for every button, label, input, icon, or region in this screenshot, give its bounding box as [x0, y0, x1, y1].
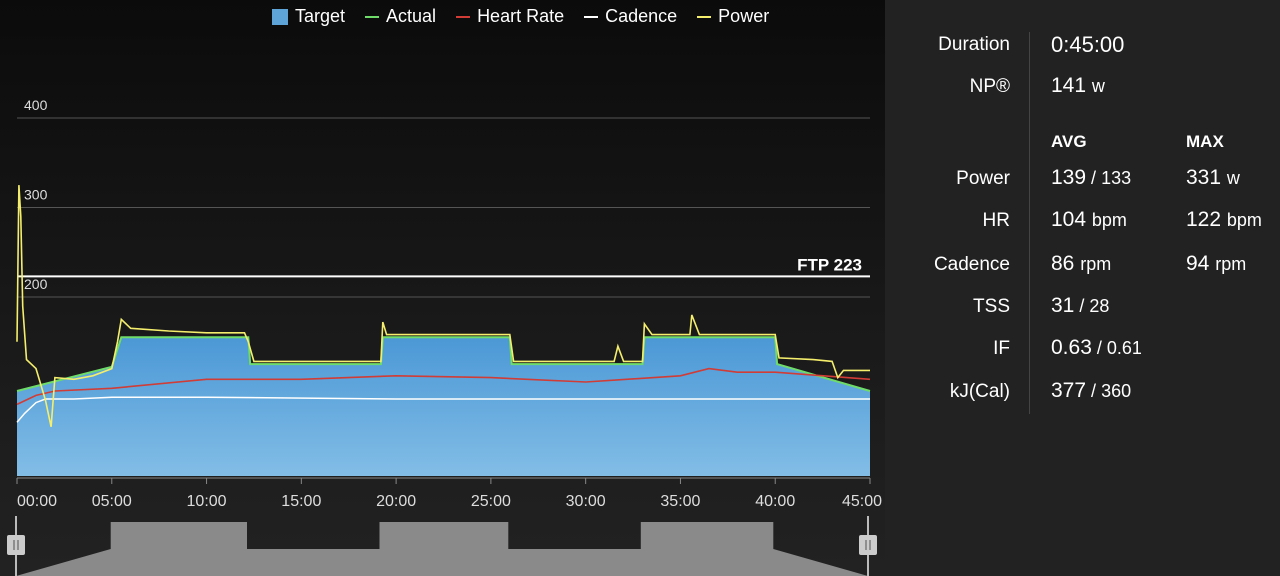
x-tick-label-3: 15:00 [281, 493, 321, 510]
if-avg-sep: / [1091, 338, 1107, 358]
hr-label: HR [982, 210, 1010, 231]
x-tick-label-6: 30:00 [566, 493, 606, 510]
legend-item-heart-rate[interactable]: Heart Rate [456, 6, 564, 27]
legend-swatch-cadence [584, 15, 599, 18]
np-value-group: 141 w [1051, 74, 1105, 98]
cadence-avg-value: 86 [1051, 252, 1075, 275]
stats-panel [885, 0, 1280, 576]
cadence-max-value: 94 [1186, 252, 1210, 275]
tss-avg-value: 31 [1051, 294, 1075, 317]
power-avg-value: 139 [1051, 166, 1087, 189]
y-tick-label-300: 300 [24, 187, 48, 203]
workout-chart: 200 300 400 FTP 223 00:00 05:00 10:00 15:00 20:0… [7, 97, 882, 576]
cadence-avg-unit: rpm [1080, 254, 1112, 274]
x-tick-label-4: 20:00 [376, 493, 416, 510]
tss-avg-sep: / [1074, 296, 1090, 316]
workout-chart-panel: 200 300 400 FTP 223 00:00 05:00 10:00 15:00 20:0… [0, 0, 885, 576]
chart-legend: Target Actual Heart Rate Cadence Power [272, 6, 769, 27]
power-avg-sep: / [1086, 168, 1102, 188]
y-tick-label-400: 400 [24, 97, 48, 113]
kj-avg-sep: / [1086, 381, 1102, 401]
duration-label: Duration [938, 34, 1010, 55]
power-max-value: 331 [1186, 166, 1222, 189]
legend-label-cadence: Cadence [605, 6, 678, 26]
legend-swatch-power [697, 15, 712, 18]
legend-label-heart-rate: Heart Rate [477, 6, 565, 26]
kj-avg: 377 / 360 [1051, 379, 1131, 403]
x-tick-label-0: 00:00 [17, 493, 57, 510]
x-tick-label-8: 40:00 [755, 493, 795, 510]
kj-avg-secondary: 360 [1101, 381, 1132, 401]
stats-divider [1029, 32, 1030, 414]
legend-label-actual: Actual [386, 6, 437, 26]
np-unit: w [1091, 76, 1105, 96]
legend-label-power: Power [718, 6, 770, 26]
heart-rate-line [16, 367, 871, 406]
hr-max-unit: bpm [1226, 210, 1262, 230]
cadence-max-unit: rpm [1215, 254, 1247, 274]
actual-line [16, 336, 871, 392]
if-avg-value: 0.63 [1051, 336, 1092, 359]
if-label: IF [993, 338, 1010, 359]
navigator-handle-right[interactable] [859, 535, 877, 555]
navigator-handle-left[interactable] [7, 535, 25, 555]
x-tick-label-1: 05:00 [92, 493, 132, 510]
max-header: MAX [1186, 132, 1224, 151]
hr-max: 122 bpm [1186, 208, 1262, 232]
cadence-label: Cadence [933, 254, 1010, 275]
tss-avg-secondary: 28 [1089, 296, 1110, 316]
legend-item-cadence[interactable]: Cadence [584, 6, 677, 27]
legend-swatch-target [272, 8, 288, 25]
navigator-profile [16, 522, 868, 576]
x-tick-label-5: 25:00 [471, 493, 511, 510]
target-area [17, 337, 870, 476]
kj-avg-value: 377 [1051, 379, 1087, 402]
tss-label: TSS [973, 296, 1010, 317]
avg-header: AVG [1051, 132, 1087, 151]
x-tick-label-7: 35:00 [660, 493, 700, 510]
hr-max-value: 122 [1186, 208, 1222, 231]
ftp-label: FTP 223 [797, 255, 862, 274]
duration-value: 0:45:00 [1051, 32, 1125, 57]
x-tick-label-9: 45:00 [842, 493, 882, 510]
x-tick-label-2: 10:00 [187, 493, 227, 510]
cadence-avg: 86 rpm [1051, 252, 1111, 276]
if-avg: 0.63 / 0.61 [1051, 336, 1142, 360]
np-label: NP® [969, 76, 1010, 97]
legend-swatch-actual [365, 15, 380, 18]
power-max: 331 w [1186, 166, 1240, 190]
np-value: 141 [1051, 74, 1087, 97]
legend-swatch-heart-rate [456, 15, 471, 18]
if-avg-secondary: 0.61 [1106, 338, 1142, 358]
legend-label-target: Target [295, 6, 346, 26]
power-max-unit: w [1226, 168, 1240, 188]
hr-avg: 104 bpm [1051, 208, 1127, 232]
power-avg-secondary: 133 [1101, 168, 1132, 188]
hr-avg-unit: bpm [1091, 210, 1127, 230]
cadence-line [16, 396, 870, 423]
y-tick-label-200: 200 [24, 276, 48, 292]
cadence-max: 94 rpm [1186, 252, 1246, 276]
kj-label: kJ(Cal) [949, 381, 1010, 402]
power-line [16, 185, 870, 427]
legend-item-actual[interactable]: Actual [365, 6, 436, 27]
legend-item-target[interactable]: Target [272, 6, 345, 27]
power-label: Power [956, 168, 1010, 189]
legend-item-power[interactable]: Power [697, 6, 769, 27]
power-avg: 139 / 133 [1051, 166, 1131, 190]
hr-avg-value: 104 [1051, 208, 1087, 231]
tss-avg: 31 / 28 [1051, 294, 1109, 318]
